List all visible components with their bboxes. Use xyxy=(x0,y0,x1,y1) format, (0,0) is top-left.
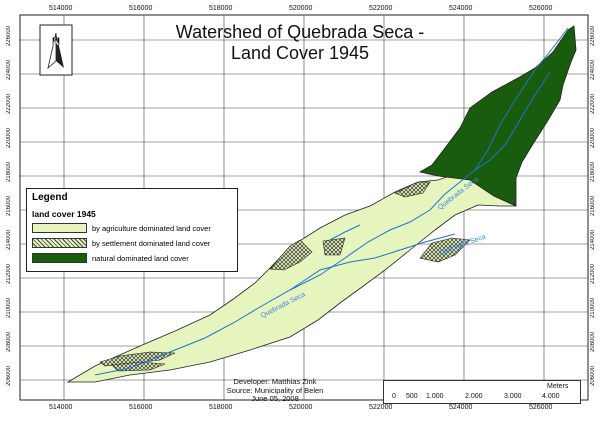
credits: Developer: Matthias Zink Source: Municip… xyxy=(210,377,340,404)
legend-title: Legend xyxy=(32,192,68,203)
date-text: June 05, 2008 xyxy=(251,394,299,403)
river-network xyxy=(94,27,569,376)
legend-item-label: by settlement dominated land cover xyxy=(92,239,211,248)
y-tick-label: 222000 xyxy=(590,94,596,115)
source-text: Source: Municipality of Belen xyxy=(226,385,324,395)
y-tick-label: 226000 xyxy=(590,26,596,47)
y-tick-label: 222000 xyxy=(6,94,12,115)
y-tick-label: 210000 xyxy=(6,298,12,319)
scale-tick-label: 4.000 xyxy=(542,393,560,400)
x-tick-label: 518000 xyxy=(209,5,233,12)
y-tick-label: 216000 xyxy=(590,196,596,217)
north-label: N xyxy=(52,36,60,48)
y-tick-label: 208000 xyxy=(590,332,596,353)
x-tick-label: 524000 xyxy=(449,5,473,12)
y-tick-label: 220000 xyxy=(590,128,596,149)
legend-item-label: by agriculture dominated land cover xyxy=(92,224,211,233)
natural-area xyxy=(418,25,577,207)
scale-tick-label: 0 xyxy=(392,393,396,400)
x-tick-label: 514000 xyxy=(49,5,73,12)
scale-tick-label: 2.000 xyxy=(465,393,483,400)
y-tick-label: 226000 xyxy=(6,26,12,47)
x-tick-label: 520000 xyxy=(289,404,313,411)
legend-item-label: natural dominated land cover xyxy=(92,254,189,263)
scale-tick-label: 1.000 xyxy=(426,393,444,400)
y-tick-label: 218000 xyxy=(590,162,596,183)
scale-tick-label: 500 xyxy=(406,393,418,400)
x-tick-label: 522000 xyxy=(369,404,393,411)
x-tick-label: 526000 xyxy=(529,404,553,411)
x-tick-label: 526000 xyxy=(529,5,553,12)
y-tick-label: 218000 xyxy=(6,162,12,183)
x-tick-label: 520000 xyxy=(289,5,313,12)
agriculture-swatch xyxy=(32,223,87,233)
legend-item-settlement: by settlement dominated land cover xyxy=(32,238,232,249)
x-tick-label: 518000 xyxy=(209,404,233,411)
title-line-2: Land Cover 1945 xyxy=(230,43,370,63)
legend-item-agriculture: by agriculture dominated land cover xyxy=(32,223,232,234)
y-tick-label: 216000 xyxy=(6,196,12,217)
legend-item-natural: natural dominated land cover xyxy=(32,253,232,264)
x-tick-label: 516000 xyxy=(129,404,153,411)
y-tick-label: 212000 xyxy=(590,264,596,285)
y-tick-label: 212000 xyxy=(6,264,12,285)
x-tick-label: 522000 xyxy=(369,5,393,12)
north-arrow-icon xyxy=(39,24,73,76)
y-tick-label: 224000 xyxy=(6,60,12,81)
x-tick-label: 516000 xyxy=(129,5,153,12)
scale-box xyxy=(383,380,581,404)
y-tick-label: 206000 xyxy=(590,366,596,387)
settlement-swatch xyxy=(32,238,87,248)
y-tick-label: 214000 xyxy=(590,230,596,251)
title-line-1: Watershed of Quebrada Seca - xyxy=(175,22,425,42)
scale-unit: Meters xyxy=(547,383,569,390)
legend: Legend land cover 1945 by agriculture do… xyxy=(26,188,238,272)
y-tick-label: 206000 xyxy=(6,366,12,387)
scale-tick-label: 3.000 xyxy=(504,393,522,400)
y-tick-label: 214000 xyxy=(6,230,12,251)
x-tick-label: 514000 xyxy=(49,404,73,411)
natural-swatch xyxy=(32,253,87,263)
legend-subtitle: land cover 1945 xyxy=(32,209,96,219)
x-tick-label: 524000 xyxy=(449,404,473,411)
map-title: Watershed of Quebrada Seca - Land Cover … xyxy=(150,22,450,64)
y-tick-label: 224000 xyxy=(590,60,596,81)
y-tick-label: 220000 xyxy=(6,128,12,149)
y-tick-label: 210000 xyxy=(590,298,596,319)
developer-text: Developer: Matthias Zink xyxy=(233,377,317,386)
y-tick-label: 208000 xyxy=(6,332,12,353)
